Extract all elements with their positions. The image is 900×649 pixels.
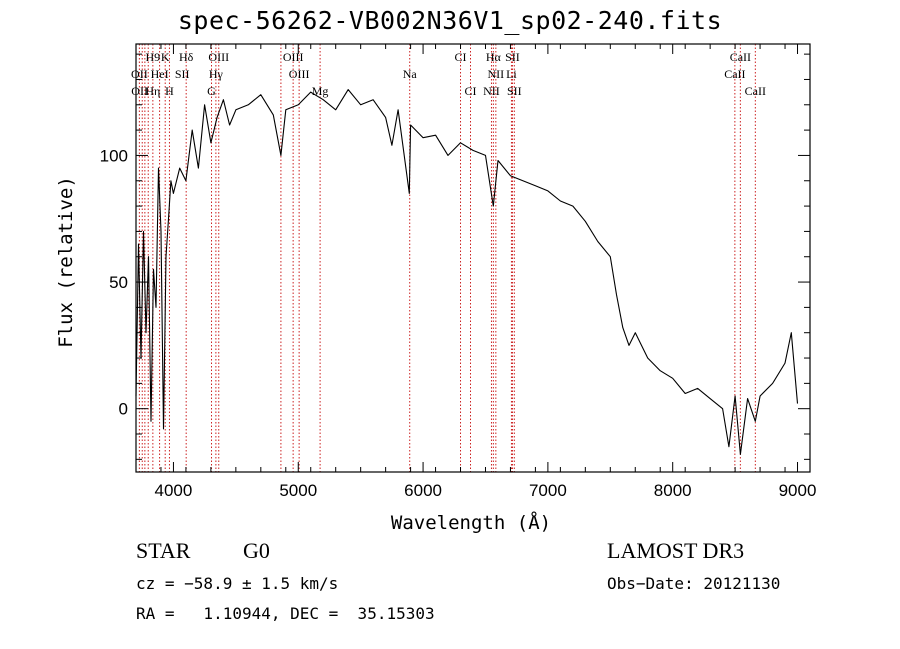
x-tick-label: 9000 [779,481,817,500]
line-label: CaII [730,50,751,64]
line-label: G [207,84,216,98]
line-label: HeI [151,67,169,81]
redshift-cz: cz = −58.9 ± 1.5 km/s [136,574,339,593]
line-label: CaII [745,84,766,98]
line-label: OIII [283,50,304,64]
spectrum-series [135,89,799,455]
x-tick-label: 6000 [404,481,442,500]
line-label: NII [483,84,500,98]
line-label: Hδ [179,50,194,64]
line-label: CI [455,50,467,64]
y-tick-label: 0 [119,400,128,419]
line-label: OII [131,67,148,81]
line-label: OIII [208,50,229,64]
x-tick-label: 4000 [155,481,193,500]
spectral-line-markers [138,44,756,472]
line-label: H [165,84,174,98]
y-tick-label: 50 [109,273,128,292]
spectrum-line [135,89,799,455]
line-label: OIII [289,67,310,81]
axis-ticks: 4000 5000 6000 7000 8000 9000 0 50 100 [100,44,817,500]
line-label: Na [403,67,418,81]
x-tick-label: 5000 [279,481,317,500]
object-class: STAR [136,538,191,563]
ra-dec-coordinates: RA = 1.10944, DEC = 35.15303 [136,604,435,623]
object-subclass: G0 [243,538,270,563]
y-axis-label: Flux (relative) [55,176,77,348]
x-axis-label: Wavelength (Å) [391,511,551,534]
x-tick-label: 7000 [529,481,567,500]
survey-name: LAMOST DR3 [607,538,745,563]
line-label: NII [488,67,505,81]
line-label: Hη [145,84,160,98]
line-label: Li [506,67,517,81]
line-label: Mg [312,84,329,98]
line-label: SII [505,50,520,64]
line-label: H9 [146,50,161,64]
line-label: SII [175,67,190,81]
line-label: Hα [486,50,502,64]
line-label: K [161,50,170,64]
line-label: CI [465,84,477,98]
x-tick-label: 8000 [654,481,692,500]
plot-frame [135,43,811,473]
observation-date: Obs−Date: 20121130 [607,574,781,593]
line-label: Hγ [209,67,224,81]
line-label: SII [507,84,522,98]
line-label: CaII [724,67,745,81]
chart-title: spec-56262-VB002N36V1_sp02-240.fits [177,6,723,35]
y-tick-label: 100 [100,146,128,165]
